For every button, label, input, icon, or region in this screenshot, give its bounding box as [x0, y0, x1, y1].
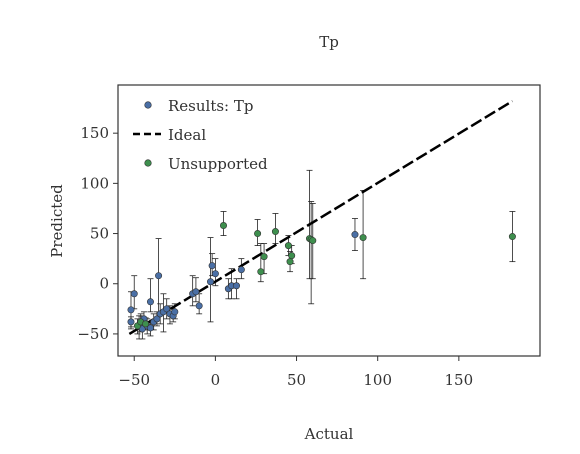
point-results	[127, 318, 135, 326]
point-unsupported	[288, 252, 296, 260]
point-results	[232, 282, 240, 290]
x-tick-label: 150	[445, 371, 474, 389]
x-tick-label: −50	[118, 371, 150, 389]
plot-frame	[117, 84, 541, 357]
point-unsupported	[508, 233, 516, 241]
legend: Results: Tp Ideal Unsupported	[133, 97, 268, 173]
legend-label-unsupported: Unsupported	[168, 155, 268, 173]
point-results	[153, 315, 161, 323]
point-results	[130, 290, 138, 298]
data-points	[127, 222, 516, 333]
chart-title: Tp	[319, 33, 339, 51]
legend-marker-results	[144, 101, 152, 109]
point-unsupported	[257, 268, 265, 276]
point-results	[163, 305, 171, 313]
point-results	[195, 302, 203, 310]
legend-label-ideal: Ideal	[168, 126, 206, 144]
x-tick-label: 0	[211, 371, 221, 389]
point-results	[192, 288, 200, 296]
point-results	[127, 306, 135, 314]
point-results	[171, 308, 179, 316]
point-unsupported	[271, 228, 279, 236]
y-ticks: −50 0 50 100 150	[77, 124, 118, 343]
point-unsupported	[359, 234, 367, 242]
error-bars	[127, 169, 516, 340]
y-tick-label: 150	[80, 124, 109, 142]
point-unsupported	[220, 222, 228, 230]
point-results	[155, 272, 163, 280]
point-unsupported	[286, 258, 294, 266]
point-unsupported	[260, 253, 268, 261]
x-ticks: −50 0 50 100 150	[118, 356, 473, 389]
x-axis-label: Actual	[304, 425, 354, 443]
point-results	[207, 278, 215, 286]
y-tick-label: 100	[80, 174, 109, 192]
y-tick-label: −50	[77, 325, 109, 343]
point-results	[208, 262, 216, 270]
point-unsupported	[309, 237, 317, 245]
point-results	[237, 266, 245, 274]
y-tick-label: 0	[99, 275, 109, 293]
point-unsupported	[284, 242, 292, 250]
x-tick-label: 100	[363, 371, 392, 389]
point-results	[146, 324, 154, 332]
point-results	[211, 270, 219, 278]
point-unsupported	[142, 320, 150, 328]
x-tick-label: 50	[287, 371, 306, 389]
legend-label-results: Results: Tp	[168, 97, 253, 115]
y-tick-label: 50	[90, 225, 109, 243]
point-results	[146, 298, 154, 306]
y-axis-label: Predicted	[48, 184, 66, 258]
point-unsupported	[254, 230, 262, 238]
legend-marker-unsupported	[144, 159, 152, 167]
point-results	[351, 231, 359, 239]
